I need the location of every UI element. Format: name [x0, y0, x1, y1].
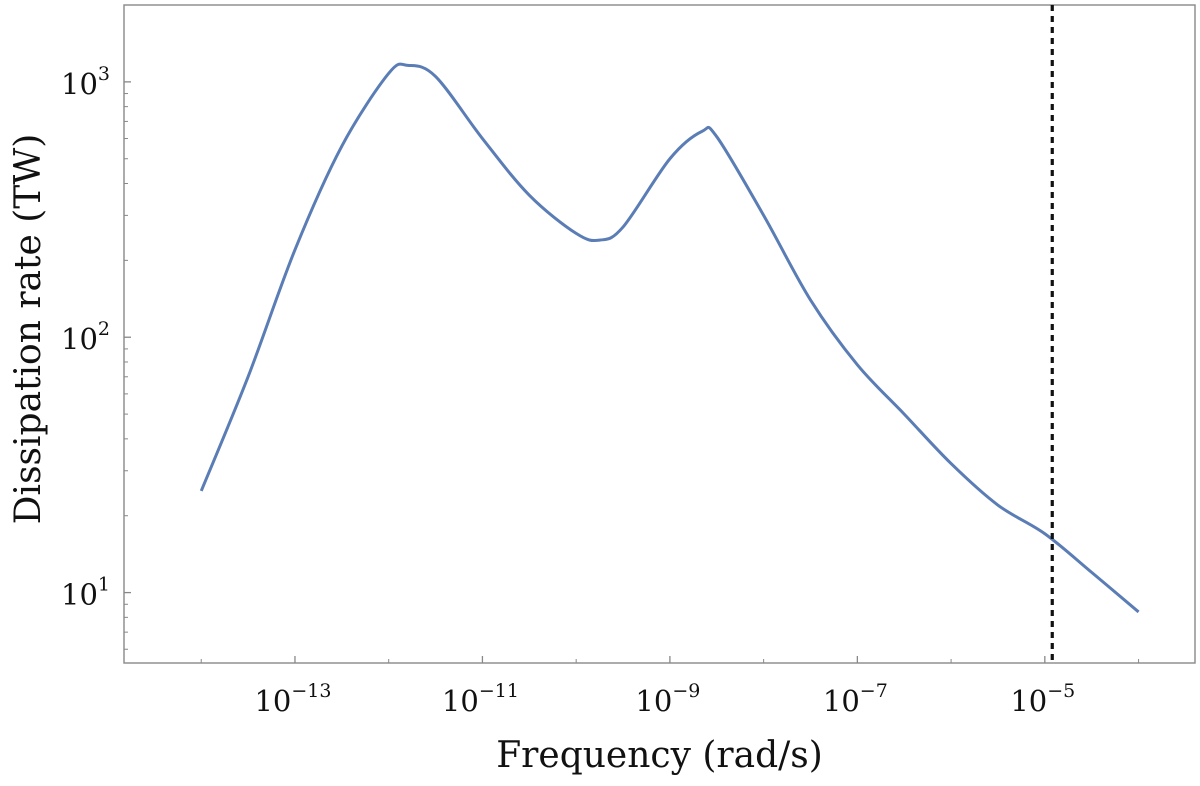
x-tick-label: 10−7: [823, 680, 888, 718]
y-tick-label: 101: [61, 574, 110, 612]
y-tick-label: 102: [61, 318, 110, 356]
y-axis-ticks: 101 102 103: [61, 4, 131, 650]
x-tick-label: 10−5: [1010, 680, 1075, 718]
y-tick-label: 103: [61, 63, 110, 101]
y-axis-label: Dissipation rate (TW): [8, 134, 49, 525]
x-tick-label: 10−9: [635, 680, 700, 718]
plot-frame: [123, 4, 1196, 664]
x-tick-label: 10−11: [442, 680, 519, 718]
plot-area: [123, 4, 1196, 664]
x-axis-ticks: 10−13 10−11 10−9 10−7 10−5: [200, 656, 1140, 718]
x-axis-label: Frequency (rad/s): [496, 735, 823, 776]
series-line-0: [199, 62, 1140, 614]
x-tick-label: 10−13: [254, 680, 331, 718]
